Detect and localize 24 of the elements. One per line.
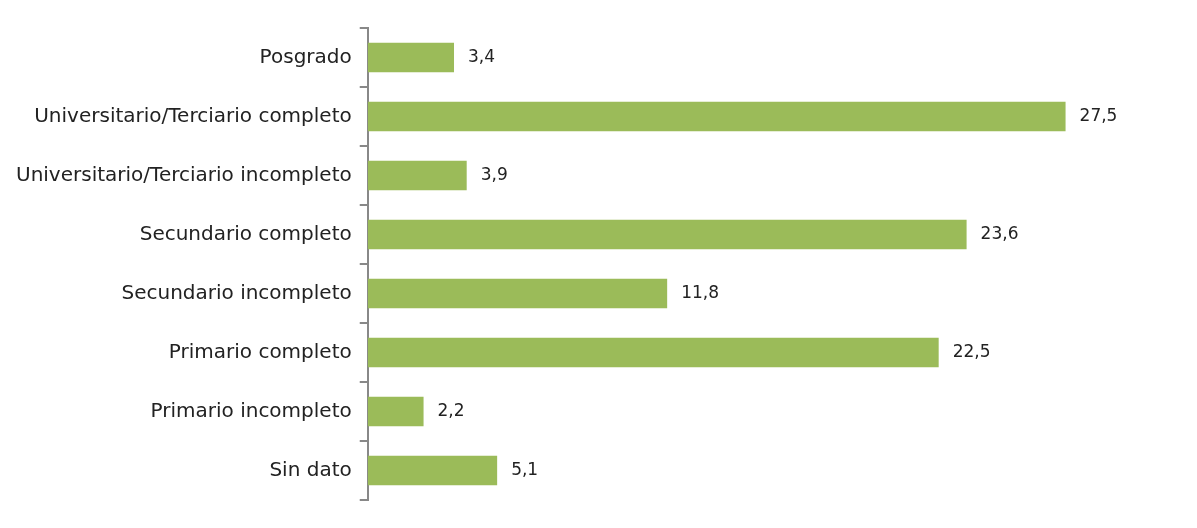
data-label: 3,4	[468, 45, 496, 66]
data-label: 23,6	[980, 222, 1019, 243]
data-label: 5,1	[511, 458, 539, 479]
y-tick-label: Sin dato	[269, 456, 352, 481]
bar	[367, 219, 967, 250]
y-tick-label: Secundario incompleto	[121, 279, 352, 304]
data-label: 27,5	[1079, 104, 1118, 125]
data-label: 3,9	[480, 163, 508, 184]
bar	[367, 455, 498, 486]
bar	[367, 160, 467, 191]
bar	[367, 42, 455, 73]
bar	[367, 396, 424, 427]
bar	[367, 278, 668, 309]
data-label: 11,8	[681, 281, 720, 302]
y-tick-label: Primario completo	[168, 338, 352, 363]
data-label: 2,2	[437, 399, 465, 420]
y-tick-label: Universitario/Terciario completo	[34, 102, 352, 127]
bar	[367, 337, 939, 368]
y-tick-label: Primario incompleto	[150, 397, 352, 422]
bar	[367, 101, 1066, 132]
data-label: 22,5	[952, 340, 991, 361]
y-tick-label: Universitario/Terciario incompleto	[16, 161, 352, 186]
y-tick-label: Secundario completo	[139, 220, 352, 245]
y-tick-label: Posgrado	[259, 43, 352, 68]
